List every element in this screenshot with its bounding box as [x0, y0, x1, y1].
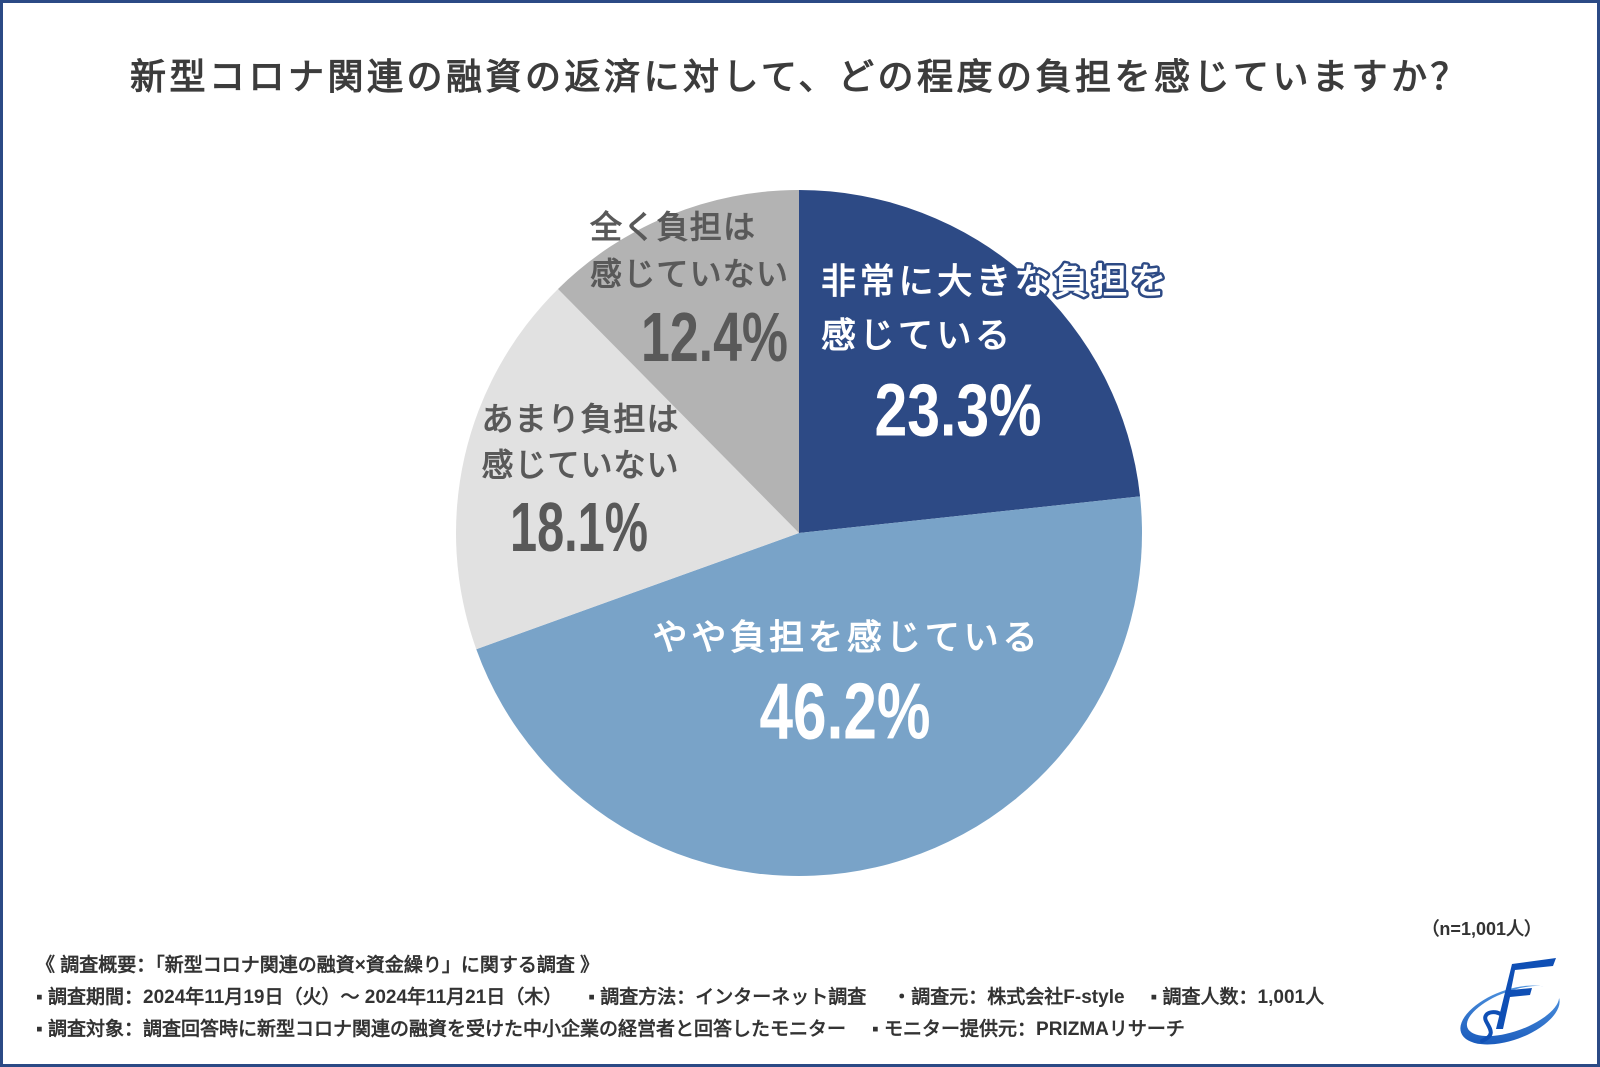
value-label-little-burden: 18.1% — [510, 488, 648, 566]
pie-slice-little-burden — [455, 288, 799, 650]
pie-slice-very-heavy-burden — [799, 190, 1141, 533]
value-label-somewhat-burden: 46.2% — [760, 667, 931, 756]
slice-label-little-burden-line-1: あまり負担は — [482, 401, 679, 437]
logo-letter-s — [1480, 1010, 1504, 1043]
slice-label-no-burden-line-1: 全く負担は — [589, 209, 755, 245]
survey-period: ▪ 調査期間：2024年11月19日（火）～ 2024年11月21日（木） — [36, 987, 563, 1008]
survey-respondent-count: ▪ 調査人数：1,001人 — [1150, 987, 1325, 1008]
slice-label-no-burden-line-2: 感じていない — [590, 256, 788, 292]
survey-heading: 《 調査概要：「新型コロナ関連の融資×資金繰り」に関する調査 》 — [36, 955, 600, 976]
slice-label-little-burden-line-2: 感じていない — [482, 447, 679, 483]
company-logo — [1460, 958, 1560, 1045]
survey-method: ▪ 調査方法：インターネット調査 — [588, 987, 867, 1008]
survey-target: ▪ 調査対象：調査回答時に新型コロナ関連の融資を受けた中小企業の経営者と回答した… — [36, 1019, 847, 1040]
survey-details-row-1: ▪ 調査期間：2024年11月19日（火）～ 2024年11月21日（木） ▪ … — [36, 982, 1324, 1014]
chart-title: 新型コロナ関連の融資の返済に対して、どの程度の負担を感じていますか？ — [129, 56, 1471, 97]
value-label-very-heavy-burden: 23.3% — [875, 369, 1042, 452]
logo-letter-f — [1496, 958, 1556, 1029]
survey-summary: 《 調査概要：「新型コロナ関連の融資×資金繰り」に関する調査 》 ▪ 調査期間：… — [36, 950, 1324, 1046]
pie-labels: 非常に大きな負担を感じている23.3%やや負担を感じている46.2%あまり負担は… — [482, 209, 1169, 756]
pie-slice-somewhat-burden — [476, 496, 1143, 877]
survey-details-row-2: ▪ 調査対象：調査回答時に新型コロナ関連の融資を受けた中小企業の経営者と回答した… — [36, 1014, 1324, 1046]
survey-organizer: ・調査元：株式会社F-style — [892, 987, 1125, 1008]
sample-size-note: （n=1,001人） — [1421, 919, 1542, 939]
logo-swoosh — [1460, 985, 1560, 1045]
slice-label-very-heavy-burden-line-1: 非常に大きな負担を — [821, 263, 1166, 302]
value-label-no-burden: 12.4% — [641, 298, 788, 376]
slice-label-very-heavy-burden-line-2: 感じている — [821, 317, 1010, 356]
pie-slices — [455, 190, 1143, 877]
pie-slice-no-burden — [557, 190, 799, 533]
survey-panel-provider: ▪ モニター提供元：PRIZMAリサーチ — [872, 1019, 1185, 1040]
